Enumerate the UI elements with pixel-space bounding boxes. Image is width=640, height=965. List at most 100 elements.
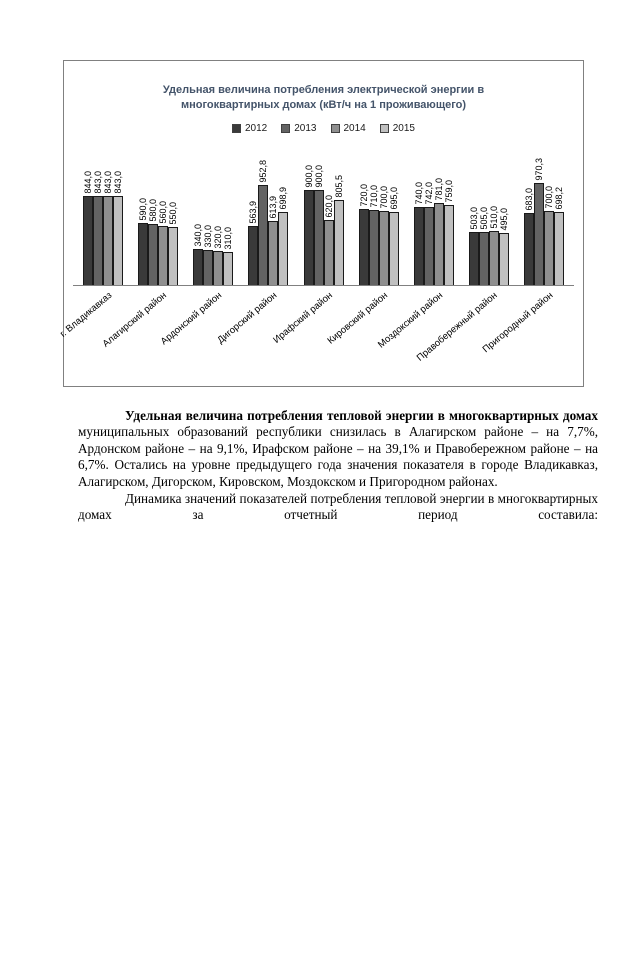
bar-2015 [554,211,564,285]
bar-2012 [303,189,314,285]
bar-group: 590,0 580,0 560,0 550,0 [138,198,179,285]
bar-2014 [544,210,554,285]
bar-column: 740,0 [413,182,424,285]
bar-value-label: 900,0 [303,165,314,188]
bar-2014 [378,210,389,285]
legend-swatch [379,123,389,133]
bar-group: 740,0 742,0 781,0 759,0 [413,178,454,285]
bar-value-label: 759,0 [443,180,454,203]
legend-label: 2015 [392,122,415,134]
bar-2013 [423,206,434,285]
bar-2013 [148,223,159,285]
body-text: Удельная величина потребления тепловой э… [78,408,598,524]
bar-column: 590,0 [138,198,149,285]
bar-value-label: 695,0 [388,187,399,210]
bar-column: 970,3 [534,158,544,285]
bar-value-label: 843,0 [103,171,113,194]
bar-value-label: 710,0 [368,185,379,208]
bar-value-label: 700,0 [544,186,554,209]
bar-group: 900,0 900,0 620,0 805,5 [303,165,344,285]
bar-value-label: 720,0 [358,184,369,207]
chart-legend: 2012 2013 2014 2015 [73,123,574,134]
legend-item: 2014 [330,123,366,134]
bar-value-label: 495,0 [498,208,509,231]
bar-value-label: 781,0 [433,178,444,201]
bar-column: 560,0 [158,201,169,285]
bar-column: 900,0 [313,165,324,285]
bar-column: 742,0 [423,182,434,285]
bar-column: 843,0 [93,171,103,285]
chart-figure: Удельная величина потребления электричес… [58,60,584,387]
bar-2015 [113,195,123,285]
bar-value-label: 330,0 [203,225,214,248]
bar-column: 503,0 [468,207,479,285]
bar-group: 720,0 710,0 700,0 695,0 [358,184,399,285]
bar-2013 [93,195,103,285]
bar-2013 [368,209,379,285]
bar-value-label: 613,9 [268,196,279,219]
bar-2015 [333,199,344,285]
bar-column: 698,2 [554,187,564,285]
bar-value-label: 698,2 [554,187,564,210]
bar-value-label: 698,9 [278,187,289,210]
bar-column: 310,0 [223,227,234,285]
bar-2013 [258,184,269,285]
bar-column: 700,0 [378,186,389,285]
bar-2015 [443,204,454,285]
bar-2014 [323,219,334,285]
bar-value-label: 580,0 [148,199,159,222]
bar-value-label: 843,0 [93,171,103,194]
legend-item: 2012 [232,123,267,134]
bar-2013 [313,189,324,285]
bar-2012 [138,222,149,285]
bar-group: 503,0 505,0 510,0 495,0 [468,206,509,285]
bar-value-label: 970,3 [534,158,544,181]
bar-value-label: 683,0 [524,188,534,211]
bar-value-label: 550,0 [168,202,179,225]
bar-value-label: 320,0 [213,226,224,249]
bar-2013 [534,182,544,285]
bar-2012 [248,225,259,285]
bar-value-label: 843,0 [113,171,123,194]
bar-value-label: 503,0 [468,207,479,230]
bar-value-label: 505,0 [478,207,489,230]
bar-2014 [488,230,499,285]
bar-value-label: 952,8 [258,160,269,183]
bar-column: 710,0 [368,185,379,285]
bar-column: 695,0 [388,187,399,285]
bar-2015 [388,211,399,285]
bar-value-label: 900,0 [313,165,324,188]
paragraph-1-bold: Удельная величина потребления тепловой э… [125,407,598,423]
bar-2014 [213,250,224,285]
bar-2013 [478,231,489,285]
bar-column: 844,0 [83,171,93,285]
bar-value-label: 700,0 [378,186,389,209]
bar-column: 683,0 [524,188,534,285]
bar-2015 [168,226,179,285]
bar-value-label: 310,0 [223,227,234,250]
bar-value-label: 805,5 [333,175,344,198]
bar-2015 [278,211,289,285]
bar-group: 563,9 952,8 613,9 698,9 [248,160,289,285]
bar-2014 [158,225,169,285]
chart-x-axis: г. Владикавказ Алагирский район Ардонский … [58,286,574,382]
bar-2012 [83,195,93,285]
bar-2012 [413,206,424,285]
bar-value-label: 340,0 [193,224,204,247]
bar-value-label: 563,9 [248,201,259,224]
bar-column: 843,0 [103,171,113,285]
bar-column: 781,0 [433,178,444,285]
bar-value-label: 844,0 [83,171,93,194]
bar-2012 [193,248,204,285]
paragraph-1-rest: муниципальных образований республики сни… [78,424,598,490]
bar-2015 [223,251,234,285]
bar-column: 843,0 [113,171,123,285]
paragraph-1: Удельная величина потребления тепловой э… [78,408,598,491]
bar-2012 [358,208,369,285]
chart-plot: 844,0 843,0 843,0 843,0 590,0 580,0 560,0 550,0… [73,144,574,286]
x-axis-cell: Пригородный район [480,286,564,382]
bar-column: 900,0 [303,165,314,285]
bar-2012 [468,231,479,285]
bar-group: 340,0 330,0 320,0 310,0 [193,224,234,285]
bar-column: 495,0 [498,208,509,285]
